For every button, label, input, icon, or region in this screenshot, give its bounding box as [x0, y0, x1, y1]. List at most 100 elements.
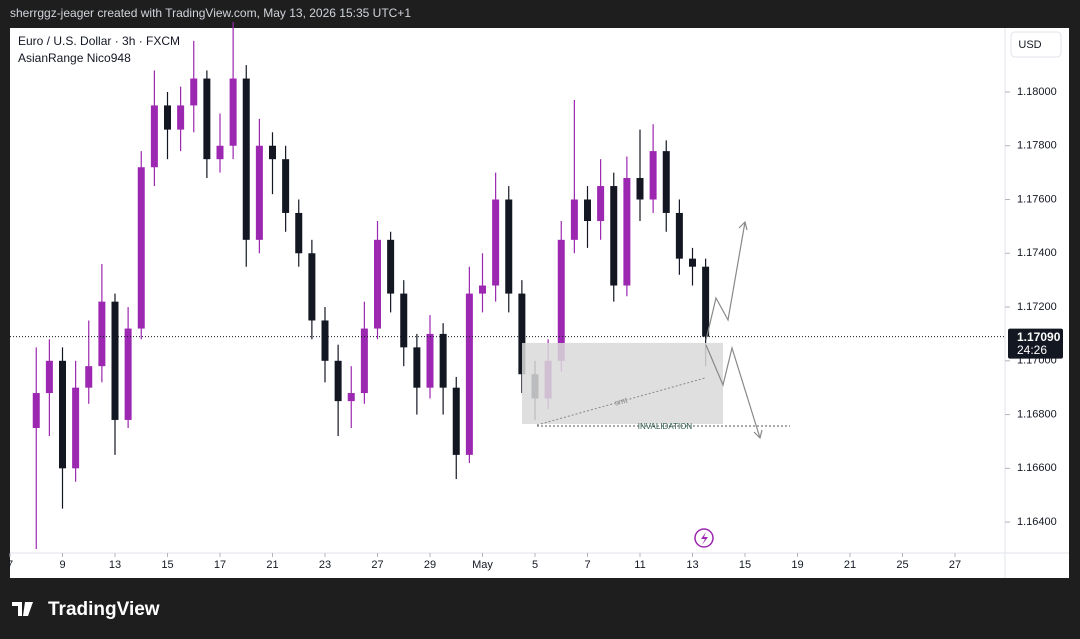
x-tick-label: 7: [584, 559, 590, 571]
brand: TradingView: [12, 599, 160, 620]
candle-body: [347, 393, 355, 402]
candle-body: [492, 199, 500, 286]
candle-body: [387, 239, 395, 294]
brand-name: TradingView: [48, 599, 160, 620]
currency[interactable]: USD: [1018, 39, 1041, 51]
candle-body: [177, 105, 185, 130]
candle-body: [675, 212, 683, 259]
candle-body: [597, 186, 605, 222]
candle-body: [72, 387, 80, 469]
candle-body: [623, 178, 631, 286]
candle-body: [216, 145, 224, 160]
candle-body: [255, 145, 263, 240]
candle-body: [439, 333, 447, 388]
x-tick-label: 21: [266, 559, 278, 571]
candle-body: [150, 105, 158, 168]
x-tick-label: 17: [214, 559, 226, 571]
y-tick-label: 1.17400: [1017, 247, 1057, 259]
countdown: 24:26: [1017, 343, 1047, 357]
candle-body: [400, 293, 408, 348]
x-tick-label: 21: [844, 559, 856, 571]
arrow-head: [753, 429, 763, 440]
candle-body: [689, 258, 696, 267]
y-tick-label: 1.16800: [1017, 408, 1057, 420]
candle-body: [164, 105, 171, 130]
zone: [522, 343, 723, 424]
x-tick-label: 11: [634, 559, 645, 571]
candle-body: [282, 159, 290, 213]
candle-body: [570, 199, 578, 240]
candle-body: [190, 78, 198, 106]
candle-body: [452, 387, 460, 455]
candle-body: [32, 393, 40, 428]
candle-body: [321, 320, 329, 361]
last-price-box: [1008, 328, 1063, 359]
candle-body: [557, 239, 565, 361]
candle-body: [413, 347, 421, 388]
x-tick-label: 15: [739, 559, 751, 571]
y-tick-label: 1.17600: [1017, 193, 1057, 205]
x-tick-label: 27: [371, 559, 383, 571]
candle-body: [334, 360, 342, 402]
x-tick-label: 13: [109, 559, 121, 571]
invalidation-label: INVALIDATION: [638, 422, 693, 431]
candle-body: [479, 285, 486, 294]
x-tick-label: 25: [896, 559, 908, 571]
brand-logo: [12, 602, 33, 616]
candle-body: [649, 151, 657, 200]
candle-body: [360, 328, 368, 394]
candle-body: [229, 78, 237, 146]
currency-button[interactable]: [1010, 31, 1062, 58]
indicator-name: AsianRange Nico948: [18, 51, 131, 65]
chart-area: [10, 28, 1069, 578]
candle-body: [505, 199, 513, 294]
candle-body: [374, 239, 381, 329]
x-tick-label: 29: [424, 559, 436, 571]
x-tick-label: 7: [7, 559, 13, 571]
x-tick-label: 9: [59, 559, 65, 571]
caption: sherrggz-jeager created with TradingView…: [10, 6, 411, 20]
y-tick-label: 1.17200: [1017, 301, 1057, 313]
projection-up: [705, 221, 746, 341]
candle-body: [662, 151, 670, 213]
candle-body: [636, 178, 644, 200]
smt-line: [536, 377, 706, 426]
candle-body: [242, 78, 250, 240]
chart-title: Euro / U.S. Dollar · 3h · FXCM: [18, 34, 180, 48]
candle-body: [295, 212, 303, 254]
candle-body: [45, 360, 53, 394]
event-icon-bolt: [701, 532, 708, 545]
smt-label: smt: [614, 395, 630, 407]
y-tick-label: 1.16400: [1017, 516, 1057, 528]
y-tick-label: 1.17800: [1017, 140, 1057, 152]
candle-body: [137, 167, 145, 329]
candle-body: [610, 186, 618, 286]
x-tick-label: May: [472, 559, 493, 571]
candle-body: [584, 199, 591, 222]
candle-body: [269, 145, 276, 160]
last-price-label: 1.17090: [1017, 330, 1061, 344]
candle-body: [203, 78, 211, 160]
candle-body: [702, 266, 710, 337]
candle-body: [518, 293, 526, 375]
x-tick-label: 15: [161, 559, 173, 571]
y-tick-label: 1.16600: [1017, 462, 1057, 474]
x-tick-label: 23: [319, 559, 331, 571]
y-tick-label: 1.18000: [1017, 86, 1057, 98]
candle-body: [465, 293, 473, 455]
candle-body: [111, 301, 119, 420]
candle-body: [85, 366, 93, 388]
arrow-head: [738, 220, 748, 231]
x-tick-label: 5: [532, 559, 538, 571]
x-tick-label: 19: [791, 559, 803, 571]
projection-down: [705, 344, 761, 439]
candle-body: [98, 301, 106, 367]
candle-body: [59, 360, 66, 469]
candle-body: [426, 333, 434, 388]
candle-body: [124, 328, 132, 420]
x-tick-label: 27: [949, 559, 961, 571]
candle-body: [308, 253, 316, 321]
x-tick-label: 13: [686, 559, 698, 571]
